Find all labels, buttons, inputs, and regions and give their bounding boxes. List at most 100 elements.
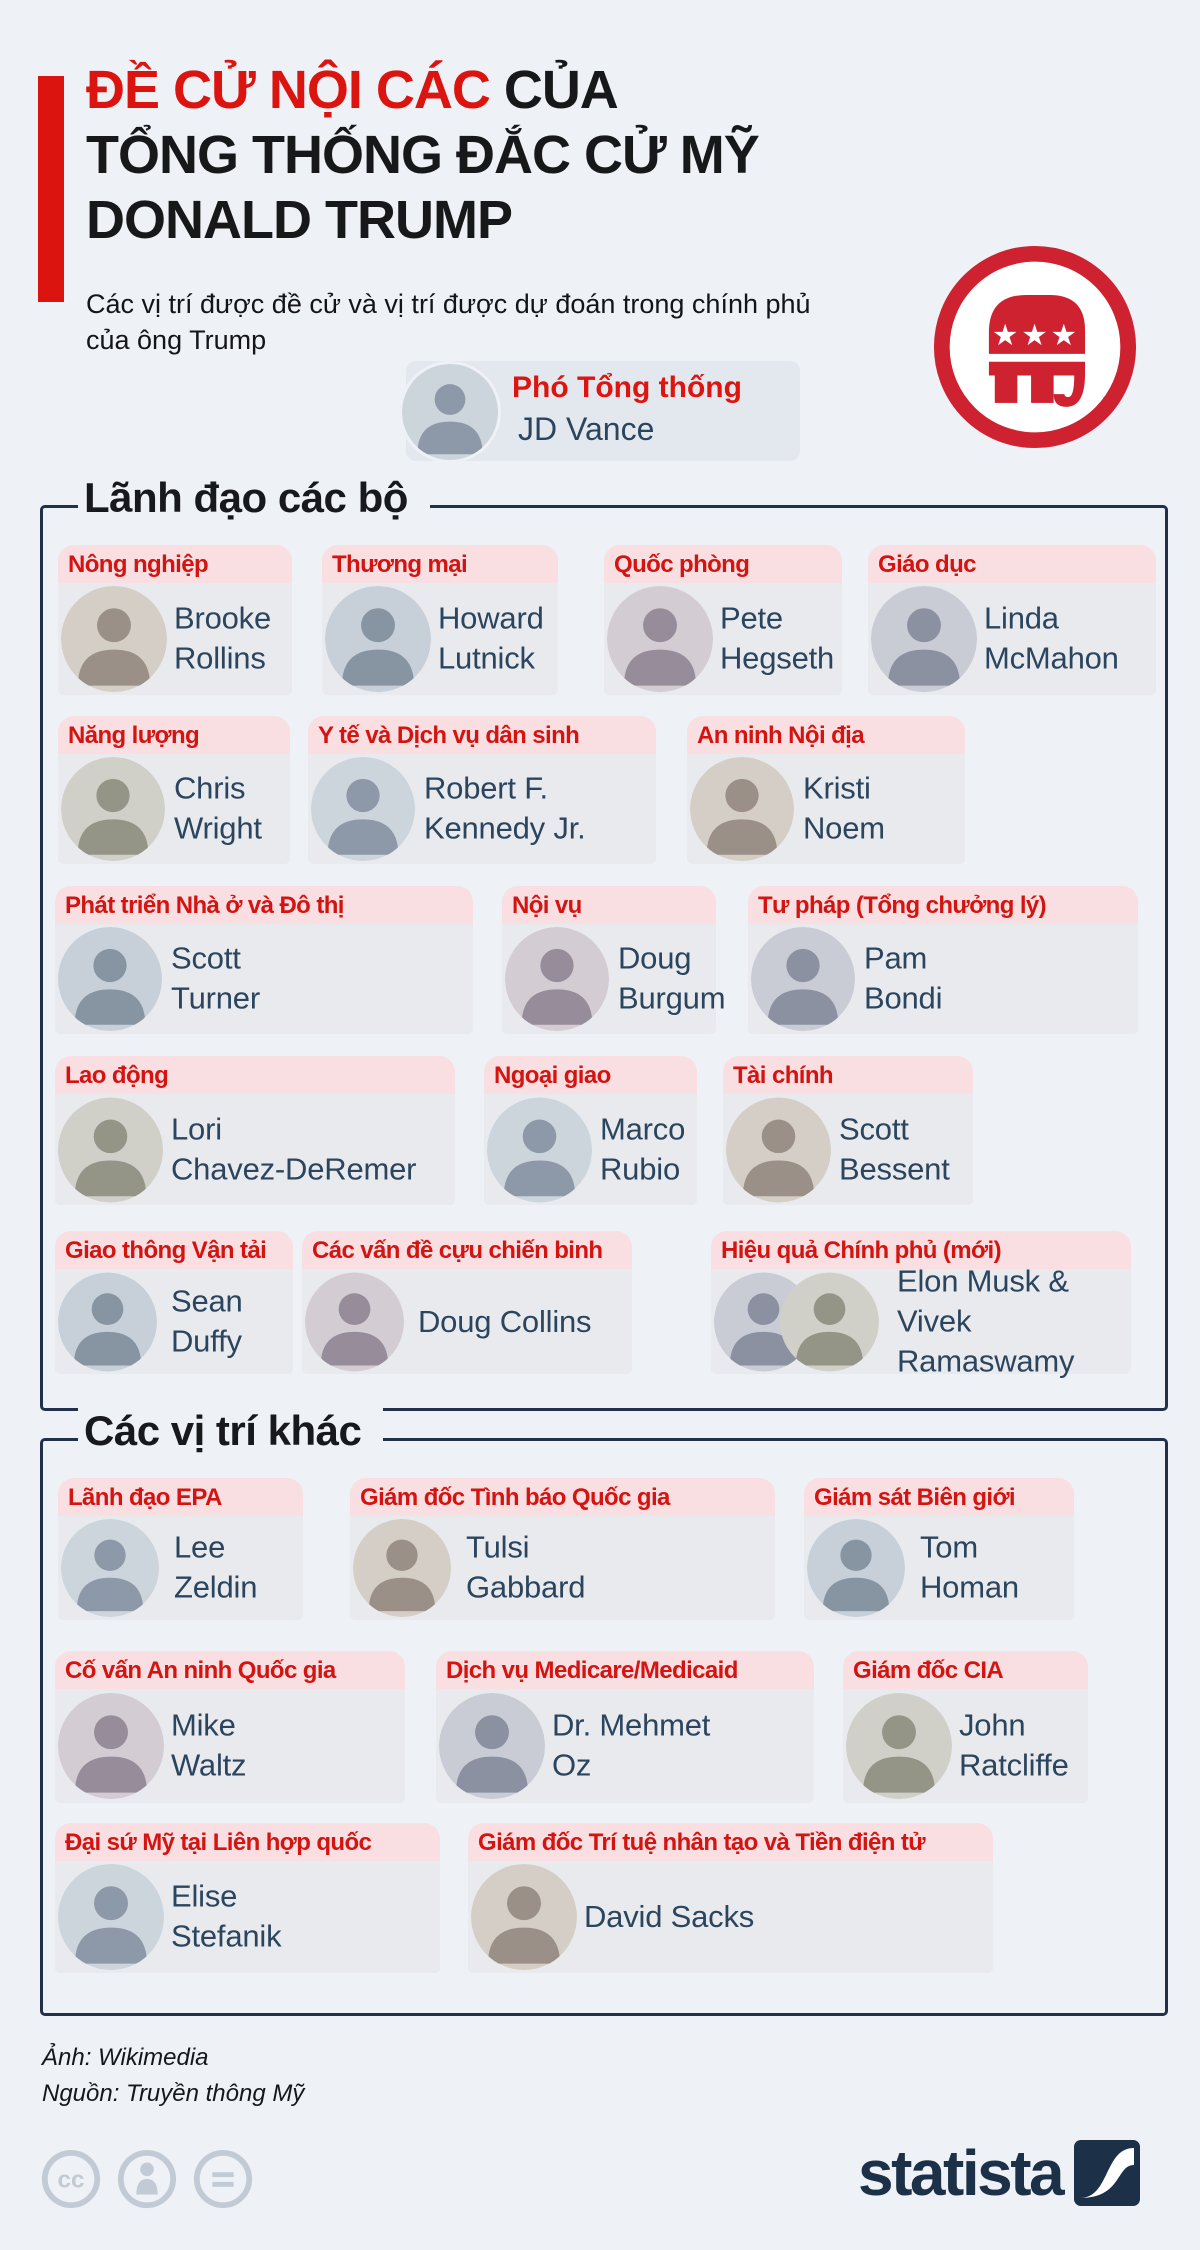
avatar xyxy=(402,364,498,460)
position-label: Giám đốc Tình báo Quốc gia xyxy=(350,1478,775,1516)
nominee-card: Phát triển Nhà ở và Đô thị Scott Turner xyxy=(55,886,473,1034)
vp-role-label: Phó Tổng thống xyxy=(512,371,742,404)
avatar xyxy=(58,1864,164,1970)
vp-name: JD Vance xyxy=(518,411,655,447)
position-label: Y tế và Dịch vụ dân sinh xyxy=(308,716,656,754)
position-label: Tư pháp (Tổng chưởng lý) xyxy=(748,886,1138,924)
avatar xyxy=(471,1864,577,1970)
avatar xyxy=(505,927,609,1031)
republican-elephant-logo-icon: ★★★ xyxy=(932,244,1138,450)
nominee-name: Scott Bessent xyxy=(839,1111,950,1187)
position-label: Nông nghiệp xyxy=(58,545,292,583)
nominee-name: Elise Stefanik xyxy=(171,1878,282,1954)
position-label: Phát triển Nhà ở và Đô thị xyxy=(55,886,473,924)
nominee-name: David Sacks xyxy=(584,1898,755,1934)
nominee-name: Tulsi Gabbard xyxy=(466,1529,586,1605)
position-label: Giám đốc Trí tuệ nhân tạo và Tiền điện t… xyxy=(468,1823,993,1861)
avatar xyxy=(751,927,855,1031)
title-highlight: ĐỀ CỬ NỘI CÁC xyxy=(86,60,491,120)
statista-logo: statista xyxy=(858,2140,1141,2206)
card-body: Scott Turner xyxy=(55,924,473,1034)
avatar xyxy=(305,1272,404,1371)
card-body: Pam Bondi xyxy=(748,924,1138,1034)
position-label: Các vấn đề cựu chiến binh xyxy=(302,1231,632,1269)
position-label: Giám sát Biên giới xyxy=(804,1478,1074,1516)
page-title: ĐỀ CỬ NỘI CÁC CỦA TỔNG THỐNG ĐẮC CỬ MỸ D… xyxy=(86,58,760,252)
svg-text:★★★: ★★★ xyxy=(992,318,1080,352)
nominee-name: Scott Turner xyxy=(171,940,260,1016)
nominee-card: Lãnh đạo EPA Lee Zeldin xyxy=(58,1478,303,1620)
nominee-card: Y tế và Dịch vụ dân sinh Robert F. Kenned… xyxy=(308,716,656,864)
card-body: Lori Chavez-DeRemer xyxy=(55,1094,455,1205)
source-credit: Nguồn: Truyền thông Mỹ xyxy=(42,2080,305,2107)
position-label: Năng lượng xyxy=(58,716,290,754)
position-label: Giám đốc CIA xyxy=(843,1651,1088,1689)
nominee-card: Tư pháp (Tổng chưởng lý) Pam Bondi xyxy=(748,886,1138,1034)
nominee-name: Marco Rubio xyxy=(600,1111,686,1187)
nominee-card: An ninh Nội địa Kristi Noem xyxy=(687,716,965,864)
card-body: Elon Musk & Vivek Ramaswamy xyxy=(711,1263,1131,1379)
avatar xyxy=(807,1519,905,1617)
nominee-card: Giao thông Vận tải Sean Duffy xyxy=(55,1231,293,1374)
nominee-name: Pam Bondi xyxy=(864,940,943,1016)
position-label: Lãnh đạo EPA xyxy=(58,1478,303,1516)
nominee-card: Hiệu quả Chính phủ (mới) Elon Musk & Vive… xyxy=(711,1231,1131,1379)
position-label: Hiệu quả Chính phủ (mới) xyxy=(711,1231,1131,1269)
position-label: Cố vấn An ninh Quốc gia xyxy=(55,1651,405,1689)
avatar xyxy=(325,586,431,692)
card-body: Brooke Rollins xyxy=(58,583,292,695)
card-body: Mike Waltz xyxy=(55,1689,405,1803)
nominee-card: Cố vấn An ninh Quốc gia Mike Waltz xyxy=(55,1651,405,1803)
nominee-name: Pete Hegseth xyxy=(720,600,835,676)
nominee-name: Tom Homan xyxy=(920,1529,1019,1605)
subtitle: Các vị trí được đề cử và vị trí được dự … xyxy=(86,289,811,355)
vp-card: Phó Tổng thống JD Vance xyxy=(402,361,800,461)
nominee-card: Các vấn đề cựu chiến binh Doug Collins xyxy=(302,1231,632,1374)
nominee-card: Ngoại giao Marco Rubio xyxy=(484,1056,697,1205)
avatar xyxy=(487,1097,592,1202)
photo-credit: Ảnh: Wikimedia xyxy=(42,2044,209,2071)
avatar xyxy=(61,586,167,692)
position-label: Quốc phòng xyxy=(604,545,842,583)
card-body: Lee Zeldin xyxy=(58,1516,303,1620)
position-label: Thương mại xyxy=(322,545,558,583)
avatar xyxy=(58,1272,157,1371)
card-body: Tulsi Gabbard xyxy=(350,1516,775,1620)
nominee-card: Giám đốc Trí tuệ nhân tạo và Tiền điện t… xyxy=(468,1823,993,1973)
section-box xyxy=(40,505,1168,1411)
avatar xyxy=(311,757,415,861)
nominee-name: Sean Duffy xyxy=(171,1283,243,1359)
card-body: Chris Wright xyxy=(58,754,290,864)
avatar xyxy=(58,927,162,1031)
nominee-card: Thương mại Howard Lutnick xyxy=(322,545,558,695)
nd-icon xyxy=(193,2149,253,2209)
card-body: Sean Duffy xyxy=(55,1269,293,1374)
cc-license-icons: cc xyxy=(40,2148,254,2210)
avatar xyxy=(61,757,165,861)
card-body: Howard Lutnick xyxy=(322,583,558,695)
nominee-name: Robert F. Kennedy Jr. xyxy=(424,770,586,846)
nominee-name: John Ratcliffe xyxy=(959,1707,1069,1783)
statista-logo-mark xyxy=(1074,2140,1141,2206)
position-label: Đại sứ Mỹ tại Liên hợp quốc xyxy=(55,1823,440,1861)
nominee-name: Howard Lutnick xyxy=(438,600,544,676)
svg-text:cc: cc xyxy=(58,2167,85,2194)
position-label: Tài chính xyxy=(723,1056,973,1094)
nominee-name: Doug Collins xyxy=(418,1303,592,1339)
position-label: Giao thông Vận tải xyxy=(55,1231,293,1269)
cc-icon: cc xyxy=(41,2149,101,2209)
card-body: Doug Burgum xyxy=(502,924,726,1034)
nominee-name: Chris Wright xyxy=(174,770,262,846)
nominee-card: Quốc phòng Pete Hegseth xyxy=(604,545,842,695)
card-body: Marco Rubio xyxy=(484,1094,697,1205)
avatar xyxy=(58,1097,163,1202)
title-line-1: ĐỀ CỬ NỘI CÁC CỦA xyxy=(86,60,619,120)
avatar xyxy=(61,1519,159,1617)
nominee-name: Lee Zeldin xyxy=(174,1529,258,1605)
title-line-2: TỔNG THỐNG ĐẮC CỬ MỸ xyxy=(86,124,760,185)
nominee-card: Năng lượng Chris Wright xyxy=(58,716,290,864)
nominee-card: Tài chính Scott Bessent xyxy=(723,1056,973,1205)
nominee-card: Nội vụ Doug Burgum xyxy=(502,886,726,1034)
red-accent-bar xyxy=(38,76,64,302)
card-body: Robert F. Kennedy Jr. xyxy=(308,754,656,864)
